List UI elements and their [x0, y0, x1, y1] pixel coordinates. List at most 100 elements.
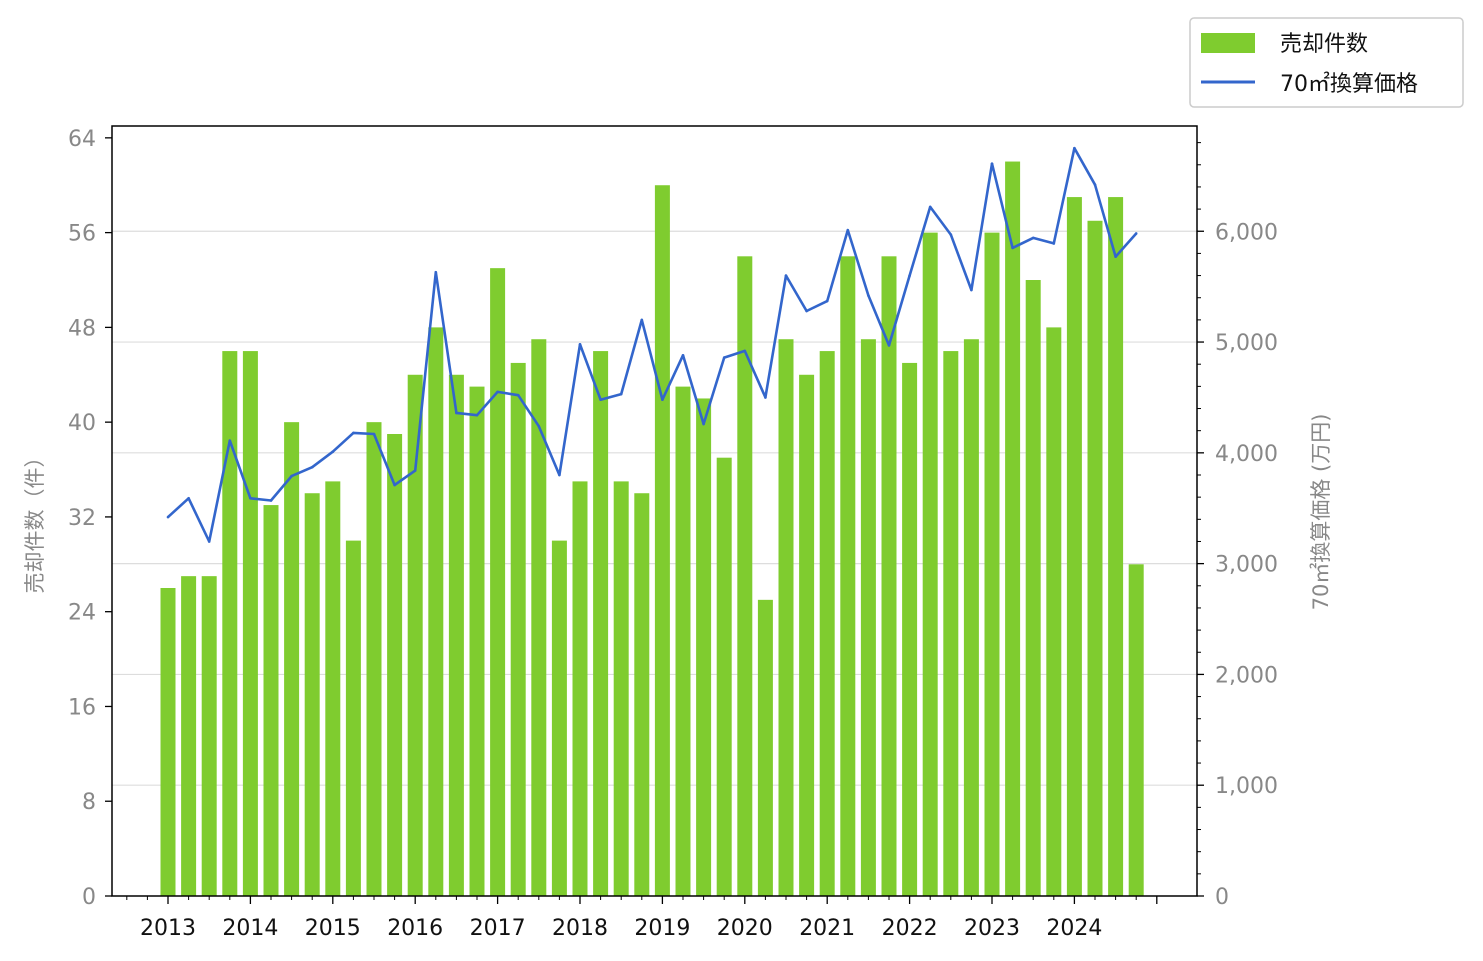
- price-point-2017Q4: [558, 473, 561, 477]
- bar-2015Q1: [325, 481, 341, 896]
- bar-2019Q4: [716, 457, 732, 896]
- bar-2020Q3: [778, 339, 794, 896]
- price-point-2023Q1: [990, 162, 994, 165]
- bar-2014Q3: [284, 422, 300, 896]
- bar-2016Q2: [428, 327, 444, 896]
- price-point-2018Q3: [619, 392, 623, 396]
- price-line: [167, 146, 1138, 543]
- bar-2022Q2: [922, 232, 938, 897]
- y-right-axis-title: 70㎡換算価格 (万円): [1309, 414, 1333, 611]
- price-point-2019Q1: [661, 398, 664, 401]
- price-point-2014Q2: [269, 499, 273, 502]
- bar-2024Q4: [1128, 564, 1144, 896]
- bar-2018Q2: [593, 351, 609, 897]
- price-point-2016Q1: [413, 469, 417, 472]
- bar-2013Q4: [222, 351, 238, 897]
- x-tick-label-2021: 2021: [799, 916, 855, 941]
- bar-2013Q1: [160, 588, 176, 896]
- bar-2023Q3: [1025, 280, 1041, 896]
- price-point-2015Q1: [331, 450, 335, 454]
- bar-2014Q1: [242, 351, 258, 897]
- legend-swatch-sales-count: [1201, 33, 1255, 53]
- price-point-2020Q3: [784, 274, 788, 277]
- x-tick-label-2023: 2023: [964, 916, 1020, 941]
- price-point-2021Q1: [825, 299, 829, 303]
- bar-2015Q4: [387, 434, 403, 896]
- y-left-tick-label-48: 48: [68, 316, 96, 341]
- bar-2018Q1: [572, 481, 588, 896]
- x-tick-label-2013: 2013: [140, 916, 196, 941]
- bar-2023Q1: [984, 232, 1000, 897]
- bar-2021Q4: [881, 256, 897, 896]
- price-point-2024Q3: [1114, 255, 1117, 259]
- x-tick-label-2019: 2019: [634, 916, 690, 941]
- y-left-tick-label-0: 0: [82, 885, 96, 910]
- price-point-2015Q2: [352, 431, 355, 435]
- bar-2017Q4: [551, 540, 567, 896]
- price-point-2017Q3: [537, 424, 541, 428]
- bar-2020Q1: [737, 256, 753, 896]
- price-point-2018Q2: [599, 398, 602, 401]
- y-left-tick-label-32: 32: [68, 506, 96, 531]
- price-point-2019Q2: [681, 354, 685, 357]
- y-left-tick-label-8: 8: [82, 790, 96, 815]
- bar-2017Q1: [490, 268, 506, 897]
- legend-label-sales-count: 売却件数: [1280, 32, 1368, 57]
- bar-2019Q2: [675, 386, 691, 896]
- price-point-2022Q2: [928, 205, 932, 209]
- price-point-2023Q2: [1011, 246, 1014, 250]
- price-point-2021Q2: [846, 228, 850, 232]
- x-tick-label-2016: 2016: [387, 916, 443, 941]
- x-tick-label-2022: 2022: [882, 916, 938, 941]
- price-point-2015Q3: [372, 432, 376, 436]
- price-point-2022Q1: [908, 274, 911, 277]
- bar-2023Q2: [1005, 161, 1021, 897]
- bar-2023Q4: [1046, 327, 1062, 896]
- bar-2024Q3: [1108, 197, 1124, 897]
- price-point-2014Q4: [310, 465, 314, 469]
- bar-2017Q2: [510, 362, 526, 896]
- y-right-tick-label-6000: 6,000: [1215, 220, 1278, 245]
- legend-box: [1189, 17, 1464, 108]
- axes: [111, 125, 1198, 897]
- x-tick-label-2014: 2014: [222, 916, 278, 941]
- price-point-2019Q4: [722, 356, 726, 359]
- bar-2018Q4: [634, 493, 650, 896]
- x-tick-label-2015: 2015: [305, 916, 361, 941]
- bar-2022Q1: [902, 362, 918, 896]
- y-left-tick-label-40: 40: [68, 411, 96, 436]
- price-point-2013Q4: [228, 439, 232, 442]
- price-point-2020Q1: [743, 349, 747, 353]
- price-point-2013Q2: [187, 496, 190, 500]
- plot-frame: [111, 125, 1198, 897]
- price-point-2024Q4: [1134, 232, 1138, 235]
- price-point-2020Q2: [764, 396, 767, 399]
- y-left-axis-title: 売却件数（件）: [23, 447, 47, 594]
- bar-2016Q1: [407, 374, 423, 896]
- bar-2021Q1: [819, 351, 835, 897]
- price-point-2014Q1: [249, 496, 252, 500]
- y-left-tick-label-16: 16: [68, 695, 96, 720]
- bar-2024Q1: [1066, 197, 1082, 897]
- x-tick-label-2018: 2018: [552, 916, 608, 941]
- y-left-tick-label-64: 64: [68, 127, 96, 152]
- x-tick-label-2017: 2017: [470, 916, 526, 941]
- price-point-2022Q3: [949, 233, 953, 236]
- price-point-2021Q3: [867, 294, 870, 297]
- bar-2013Q2: [181, 576, 197, 896]
- bar-2021Q2: [840, 256, 856, 896]
- price-point-2013Q1: [166, 515, 170, 519]
- bar-2017Q3: [531, 339, 547, 896]
- price-point-2021Q4: [887, 344, 891, 347]
- price-point-2018Q1: [578, 342, 582, 346]
- price-point-2017Q2: [516, 393, 520, 397]
- price-point-2023Q4: [1052, 242, 1056, 245]
- legend-label-price: 70㎡換算価格: [1280, 71, 1418, 97]
- y-right-tick-label-5000: 5,000: [1215, 331, 1278, 356]
- bar-2020Q4: [799, 374, 815, 896]
- bar-2014Q2: [263, 505, 279, 896]
- bar-2019Q3: [696, 398, 712, 896]
- price-point-2022Q4: [970, 288, 973, 292]
- tick-labels: 0 8 16 24 32 40 48 56 64 0 1,000 2,000 3,000 4,000 5,0…: [68, 127, 1278, 941]
